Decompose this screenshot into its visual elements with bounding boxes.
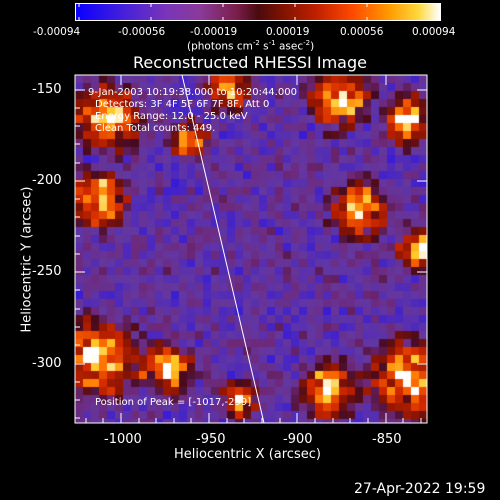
detectors-info: Detectors: 3F 4F 5F 6F 7F 8F, Att 0 xyxy=(95,99,270,110)
peak-position: Position of Peak = [-1017,-299] xyxy=(95,397,252,408)
solar-limb-line xyxy=(181,74,265,424)
colorbar-ticks xyxy=(78,3,439,21)
footer-date: 27-Apr-2022 19:59 xyxy=(354,481,486,497)
colorbar-tick-label: -0.00056 xyxy=(118,26,166,38)
colorbar-tick-label: -0.00019 xyxy=(190,26,238,38)
x-tick-label: -950 xyxy=(196,432,226,447)
colorbar-tick-label: 0.00019 xyxy=(266,26,310,38)
x-axis-title: Heliocentric X (arcsec) xyxy=(174,447,321,462)
observation-time: 9-Jan-2003 10:19:38.000 to 10:20:44.000 xyxy=(88,87,297,98)
plot-title: Reconstructed RHESSI Image xyxy=(133,53,367,72)
clean-total-counts: Clean Total counts: 449. xyxy=(95,123,216,134)
colorbar-tick-label: 0.00056 xyxy=(340,26,384,38)
colorbar xyxy=(75,3,441,21)
y-tick-label: -200 xyxy=(32,173,62,188)
x-tick-label: -1000 xyxy=(104,432,142,447)
x-tick-label: -850 xyxy=(372,432,402,447)
colorbar-tick-label: -0.00094 xyxy=(33,26,81,38)
y-tick-label: -150 xyxy=(32,82,62,97)
colorbar-unit-label: (photons cm-2 s-1 asec-2) xyxy=(187,39,315,53)
y-tick-label: -250 xyxy=(32,264,62,279)
y-axis-title: Heliocentric Y (arcsec) xyxy=(19,186,35,333)
x-tick-label: -900 xyxy=(283,432,313,447)
energy-range: Energy Range: 12.0 - 25.0 keV xyxy=(95,111,248,122)
colorbar-tick-label: 0.00094 xyxy=(412,26,456,38)
y-tick-label: -300 xyxy=(32,356,62,371)
rhessi-heatmap xyxy=(75,75,427,423)
